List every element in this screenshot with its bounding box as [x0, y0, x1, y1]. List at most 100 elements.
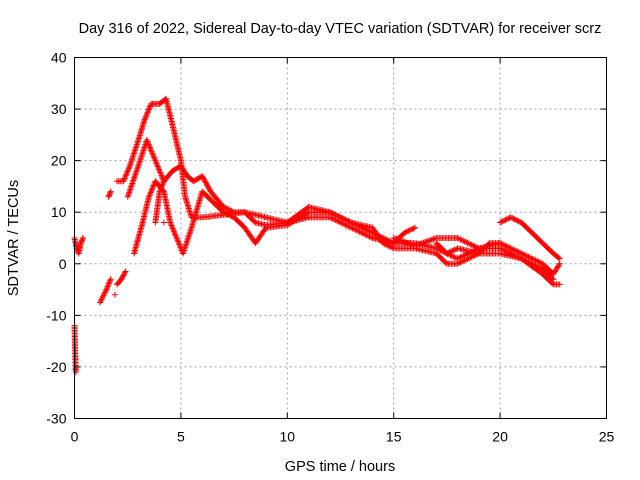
data-point [304, 210, 311, 217]
data-point [497, 245, 504, 252]
data-point [160, 219, 167, 226]
data-point [461, 257, 468, 264]
data-point [463, 251, 470, 258]
data-point [202, 178, 209, 185]
data-point [145, 141, 152, 148]
data-point [380, 235, 387, 242]
data-point [98, 296, 105, 303]
data-point [397, 237, 404, 244]
data-point [505, 244, 512, 251]
data-point [513, 216, 520, 223]
data-point [128, 156, 135, 163]
data-point [78, 238, 85, 245]
data-point [206, 186, 213, 193]
data-point [348, 219, 355, 226]
data-point [184, 236, 191, 243]
data-point [392, 235, 399, 242]
data-point [394, 236, 401, 243]
data-point [532, 257, 539, 264]
data-point [120, 178, 127, 185]
data-point [135, 162, 142, 169]
data-point [413, 242, 420, 249]
data-point [106, 279, 113, 286]
data-point [129, 180, 136, 187]
data-point [356, 223, 363, 230]
data-point [99, 293, 106, 300]
data-point [146, 144, 153, 151]
data-point [132, 144, 139, 151]
data-point [133, 168, 140, 175]
x-tick-label: 10 [280, 429, 296, 445]
data-point [501, 217, 508, 224]
data-point [78, 237, 85, 244]
data-point [355, 228, 362, 235]
data-point [463, 239, 470, 246]
data-point [549, 275, 556, 282]
data-point [131, 174, 138, 181]
data-point [169, 225, 176, 232]
data-point [121, 175, 128, 182]
data-point [331, 216, 338, 223]
data-point [133, 141, 140, 148]
data-point [221, 204, 228, 211]
data-point [528, 255, 535, 262]
data-point [348, 224, 355, 231]
data-point [549, 280, 556, 287]
data-point [183, 241, 190, 248]
data-point [174, 237, 181, 244]
data-point [143, 137, 150, 144]
data-point [550, 276, 557, 283]
data-point [160, 178, 167, 185]
data-point [454, 235, 461, 241]
data-point [172, 231, 179, 238]
data-point [339, 215, 346, 222]
data-point [186, 230, 193, 237]
data-point [446, 249, 453, 256]
data-point [220, 204, 227, 211]
data-point [343, 217, 350, 224]
data-point [185, 235, 192, 242]
data-point [377, 233, 384, 240]
data-point [368, 234, 375, 241]
data-point [134, 138, 141, 145]
data-point [450, 253, 457, 260]
data-point [455, 235, 462, 242]
data-point [362, 226, 369, 233]
data-point [133, 143, 140, 150]
data-point [509, 245, 516, 252]
data-point [514, 248, 521, 255]
data-point [150, 153, 157, 160]
data-point [224, 205, 231, 212]
data-point [352, 221, 359, 228]
data-point [346, 218, 353, 225]
data-point [464, 255, 471, 262]
data-point [154, 162, 161, 169]
data-point [152, 157, 159, 164]
data-point [225, 211, 232, 218]
data-point [199, 173, 206, 180]
data-point [125, 190, 132, 197]
data-point [515, 218, 522, 225]
data-point [504, 248, 511, 255]
data-point [126, 164, 133, 171]
data-point [125, 192, 132, 199]
data-point [102, 288, 109, 295]
data-point [521, 251, 528, 258]
data-point [524, 258, 531, 265]
x-tick-label: 0 [71, 429, 79, 445]
data-point [501, 242, 508, 249]
data-point [443, 250, 450, 257]
data-point [346, 223, 353, 230]
data-point [176, 243, 183, 250]
data-point [461, 238, 468, 245]
data-point [155, 165, 162, 172]
data-point [465, 255, 472, 262]
data-point [345, 223, 352, 230]
data-point [160, 179, 167, 186]
data-point [167, 221, 174, 228]
data-point [149, 185, 156, 192]
data-point [498, 240, 505, 247]
data-point [449, 247, 456, 254]
data-point [131, 173, 138, 180]
data-point [503, 216, 510, 223]
